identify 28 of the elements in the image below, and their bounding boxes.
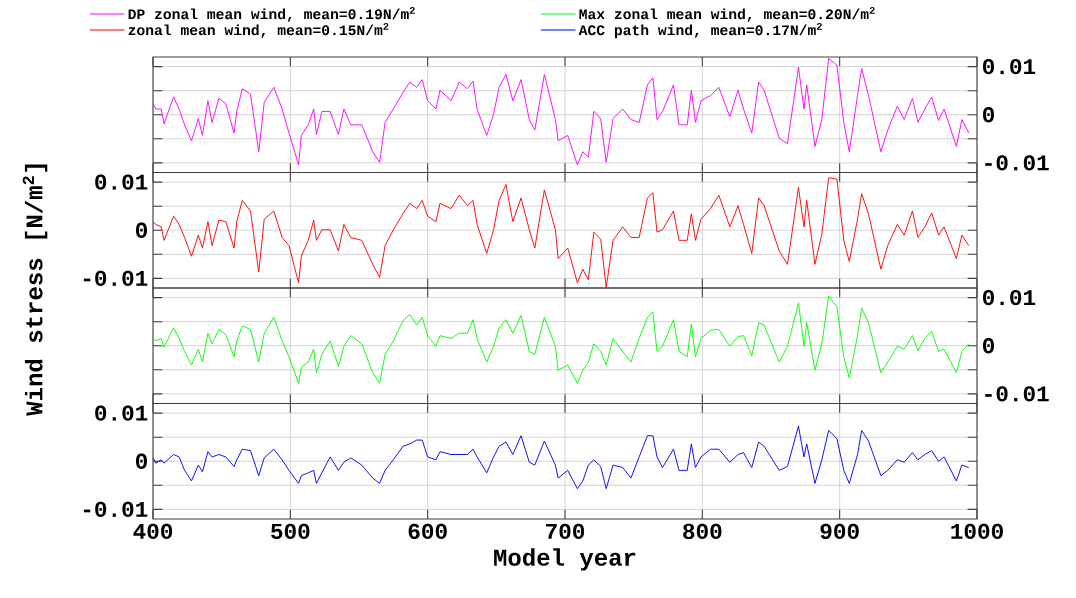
line-series [153, 57, 970, 166]
y-tick-label: 0.01 [95, 174, 148, 190]
y2-tick-label: -0.01 [985, 386, 1049, 402]
x-tick-label: 500 [271, 523, 310, 540]
x-tick-label: 400 [133, 523, 173, 540]
x-tick-label: 1000 [951, 523, 1003, 540]
x-axis-title: Model year [494, 548, 636, 571]
line-series [153, 295, 970, 384]
line-series [153, 177, 970, 288]
y-tick-label: 0 [135, 453, 147, 469]
y-tick-label: -0.01 [83, 501, 148, 518]
y-tick-label: -0.01 [83, 270, 148, 287]
legend-label: Max zonal mean wind, mean=0.20N/m$^{2}$ [579, 6, 875, 22]
y2-tick-label: 0.01 [983, 289, 1036, 306]
legend-label: ACC path wind, mean=0.17N/m$^{2}$ [578, 22, 822, 39]
y2-tick-label: -0.01 [985, 155, 1049, 171]
x-tick-label: 800 [683, 523, 722, 540]
x-tick-label: 600 [408, 523, 447, 540]
y-tick-label: 0 [135, 222, 147, 238]
y-axis-title: Wind stress [N/m$^{2}$] [22, 164, 48, 416]
y-tick-label: 0.01 [95, 405, 148, 421]
legend-label: DP zonal mean wind, mean=0.19N/m$^{2}$ [128, 6, 415, 22]
x-tick-label: 700 [546, 523, 585, 540]
x-tick-label: 900 [820, 523, 859, 540]
y2-tick-label: 0.01 [983, 58, 1036, 75]
legend-label: zonal mean wind, mean=0.15N/m$^{2}$ [128, 22, 389, 38]
y2-tick-label: 0 [983, 338, 995, 354]
y2-tick-label: 0 [983, 107, 995, 123]
